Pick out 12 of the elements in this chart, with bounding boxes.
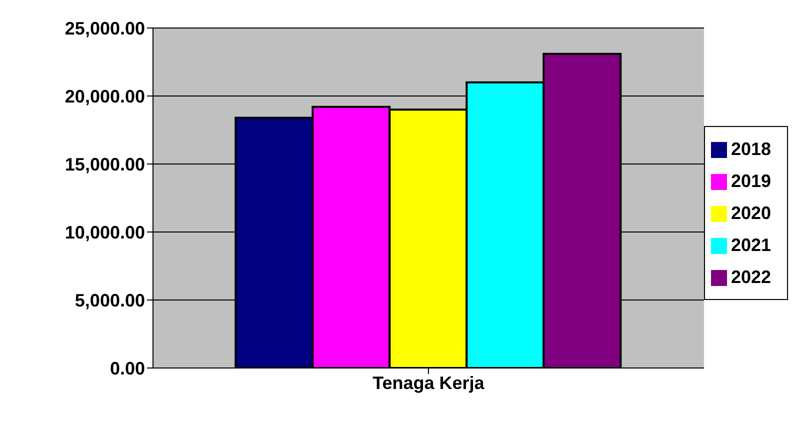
y-tick-label: 0.00 (110, 358, 145, 378)
y-tick-label: 15,000.00 (64, 154, 145, 174)
legend-label: 2021 (730, 235, 771, 255)
legend-label: 2022 (730, 267, 771, 287)
legend-label: 2018 (730, 139, 771, 159)
legend-label: 2020 (730, 203, 771, 223)
y-tick-label: 20,000.00 (64, 86, 145, 106)
x-tick-label: Tenaga Kerja (372, 372, 486, 393)
legend-label: 2019 (730, 171, 771, 191)
y-tick-label: 5,000.00 (74, 290, 145, 310)
y-tick-label: 25,000.00 (64, 18, 145, 38)
y-tick-label: 10,000.00 (64, 222, 145, 242)
